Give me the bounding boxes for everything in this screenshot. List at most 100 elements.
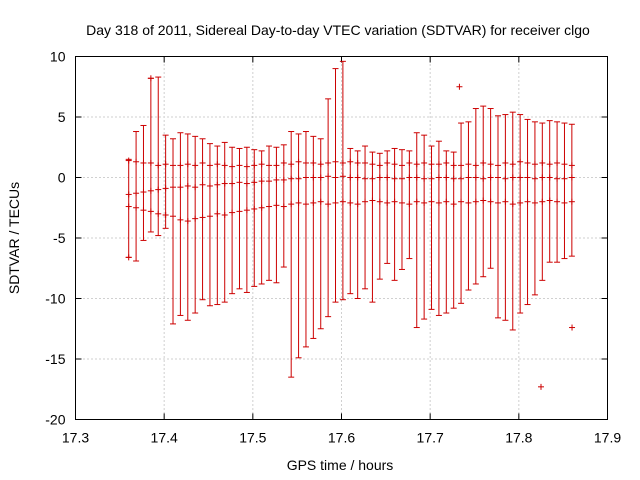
error-bar xyxy=(561,122,568,260)
data-point-lower xyxy=(398,199,405,206)
data-point-lower xyxy=(458,198,465,205)
data-point-lower xyxy=(339,198,346,205)
y-tick-label: -5 xyxy=(53,230,66,246)
error-bar xyxy=(554,121,561,263)
data-point-lower xyxy=(406,201,413,208)
data-point-upper xyxy=(406,159,413,166)
data-point-upper xyxy=(494,162,501,169)
data-point-lower xyxy=(494,199,501,206)
error-bar xyxy=(170,138,177,325)
data-point-lower xyxy=(170,213,177,220)
error-bar xyxy=(458,122,465,304)
error-bar xyxy=(347,147,354,295)
data-point-center xyxy=(229,180,236,187)
data-point-lower xyxy=(472,198,479,205)
data-point-upper xyxy=(428,161,435,168)
data-point-center xyxy=(428,175,435,182)
data-point-center xyxy=(458,175,465,182)
error-bar xyxy=(376,152,383,280)
error-bar xyxy=(369,151,376,303)
data-point-upper xyxy=(258,161,265,168)
error-bar xyxy=(354,150,361,299)
data-point-outlier xyxy=(456,83,463,90)
data-point-lower xyxy=(391,198,398,205)
data-point-center xyxy=(206,182,213,189)
data-point-center xyxy=(561,175,568,182)
data-point-center xyxy=(517,174,524,181)
data-point-lower xyxy=(273,202,280,209)
data-point-lower xyxy=(184,218,191,225)
data-point-upper xyxy=(280,159,287,166)
error-bar xyxy=(362,145,369,290)
data-point-center xyxy=(384,174,391,181)
data-point-upper xyxy=(147,159,154,166)
data-point-outlier xyxy=(125,254,132,261)
data-point-upper xyxy=(295,158,302,165)
data-point-center xyxy=(140,189,147,196)
x-tick-label: 17.3 xyxy=(62,430,89,446)
data-point-lower xyxy=(125,203,132,210)
data-point-lower xyxy=(435,199,442,206)
y-tick-label: -15 xyxy=(45,351,65,367)
data-point-upper xyxy=(384,159,391,166)
error-bar xyxy=(310,135,317,339)
data-point-center xyxy=(266,178,273,185)
data-point-center xyxy=(243,180,250,187)
data-point-center xyxy=(509,174,516,181)
data-point-upper xyxy=(354,159,361,166)
data-point-upper xyxy=(155,162,162,169)
x-axis-label: GPS time / hours xyxy=(287,457,394,473)
error-bar xyxy=(295,133,302,359)
data-point-center xyxy=(162,185,169,192)
y-tick-label: 10 xyxy=(50,49,66,65)
data-point-upper xyxy=(443,159,450,166)
data-point-center xyxy=(465,174,472,181)
error-bar xyxy=(487,108,494,269)
data-point-center xyxy=(273,176,280,183)
data-point-lower xyxy=(531,199,538,206)
data-point-lower xyxy=(317,198,324,205)
data-point-lower xyxy=(221,212,228,219)
data-point-upper xyxy=(524,159,531,166)
data-point-lower xyxy=(295,199,302,206)
data-point-center xyxy=(391,175,398,182)
data-point-center xyxy=(133,190,140,197)
chart-title: Day 318 of 2011, Sidereal Day-to-day VTE… xyxy=(86,22,590,38)
error-bar xyxy=(258,150,265,285)
data-point-lower xyxy=(568,198,575,205)
data-point-lower xyxy=(192,215,199,222)
data-point-center xyxy=(524,174,531,181)
error-bar xyxy=(398,149,405,270)
data-point-lower xyxy=(266,203,273,210)
y-tick-label: -10 xyxy=(45,291,65,307)
data-point-lower xyxy=(524,198,531,205)
error-bar xyxy=(472,108,479,285)
error-bar xyxy=(273,146,280,284)
data-point-lower xyxy=(162,212,169,219)
data-point-upper xyxy=(206,162,213,169)
data-point-center xyxy=(494,174,501,181)
data-point-center xyxy=(450,175,457,182)
data-point-upper xyxy=(325,159,332,166)
data-point-lower xyxy=(229,209,236,216)
error-bar xyxy=(465,121,472,291)
data-point-upper xyxy=(221,162,228,169)
data-point-lower xyxy=(502,198,509,205)
error-bar xyxy=(502,114,509,321)
data-point-upper xyxy=(125,157,132,164)
data-point-upper xyxy=(140,159,147,166)
data-point-lower xyxy=(251,205,258,212)
data-point-center xyxy=(546,174,553,181)
error-bar xyxy=(177,132,184,316)
axis-ticks: 17.3 17.4 17.5 17.6 17.7 17.8 17.9 -20 -15 -10 -5 0… xyxy=(45,49,621,446)
data-point-lower xyxy=(140,207,147,214)
data-point-lower xyxy=(310,199,317,206)
data-point-center xyxy=(302,174,309,181)
data-point-center xyxy=(288,175,295,182)
data-point-upper xyxy=(243,163,250,170)
data-point-center xyxy=(354,174,361,181)
data-point-upper xyxy=(310,159,317,166)
data-point-upper xyxy=(332,158,339,165)
error-bar xyxy=(214,145,221,306)
data-point-center xyxy=(221,180,228,187)
